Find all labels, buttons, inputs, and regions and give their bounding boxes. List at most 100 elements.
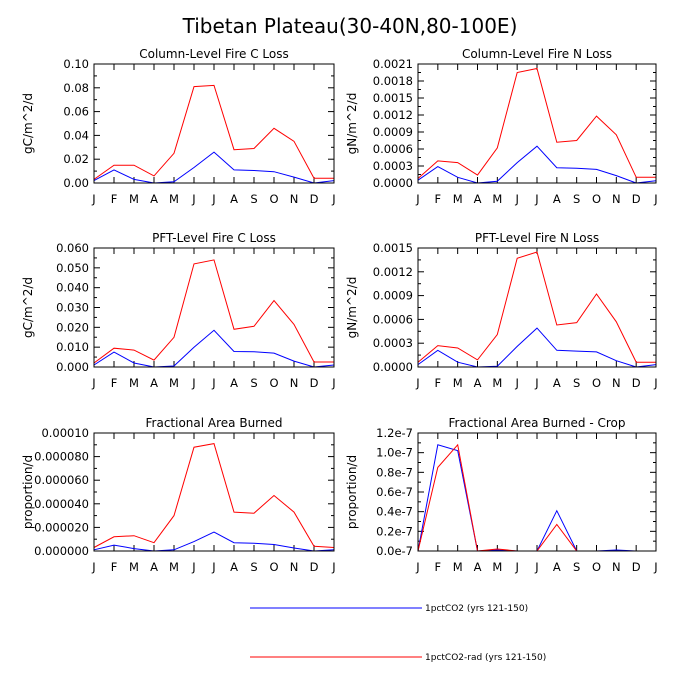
series-line-red xyxy=(417,67,656,179)
series-line-red xyxy=(417,251,656,363)
plot-frame xyxy=(93,432,335,552)
y-axis-label: proportion/d xyxy=(345,455,359,529)
y-tick-label: 0.10 xyxy=(63,57,89,71)
y-tick-label: 0.6e-7 xyxy=(376,485,413,499)
plot-frame xyxy=(93,63,335,184)
y-tick-label: 0.0012 xyxy=(373,108,413,122)
plot-frame xyxy=(93,247,335,368)
x-tick-label: J xyxy=(211,560,215,574)
x-tick-label: O xyxy=(592,560,601,574)
x-tick-label: N xyxy=(612,192,621,206)
series-line-blue xyxy=(93,531,335,552)
y-tick-label: 0.0009 xyxy=(373,289,413,303)
y-tick-label: 0.0012 xyxy=(373,265,413,279)
y-tick-label: 0.040 xyxy=(56,281,89,295)
x-tick-label: M xyxy=(169,192,179,206)
x-tick-label: J xyxy=(91,192,95,206)
y-tick-label: 0.00010 xyxy=(41,426,89,440)
x-tick-label: J xyxy=(514,192,518,206)
series-line-blue xyxy=(417,145,657,184)
x-tick-label: S xyxy=(250,560,257,574)
series-line-blue xyxy=(417,444,656,552)
y-axis-label: gC/m^2/d xyxy=(21,93,35,154)
x-tick-label: J xyxy=(191,376,195,390)
x-tick-label: M xyxy=(169,376,179,390)
y-axis-label: gC/m^2/d xyxy=(21,277,35,338)
y-tick-label: 0.0e-7 xyxy=(376,544,413,558)
x-tick-label: F xyxy=(111,192,118,206)
x-tick-label: J xyxy=(191,192,195,206)
y-tick-label: 0.06 xyxy=(63,105,89,119)
chart-panel-6: Fractional Area Burned - Crop proportion/… xyxy=(345,416,658,574)
y-tick-label: 0.020 xyxy=(56,320,89,334)
x-tick-label: J xyxy=(653,376,657,390)
panel-title: PFT-Level Fire N Loss xyxy=(475,231,599,245)
x-tick-label: F xyxy=(111,560,118,574)
plot-frame xyxy=(417,247,657,368)
x-tick-label: M xyxy=(492,376,502,390)
x-tick-label: D xyxy=(310,376,319,390)
x-tick-label: S xyxy=(573,192,580,206)
x-tick-label: M xyxy=(169,560,179,574)
x-tick-label: O xyxy=(592,192,601,206)
x-tick-label: A xyxy=(474,376,482,390)
y-tick-label: 0.00 xyxy=(63,176,89,190)
x-tick-label: O xyxy=(592,376,601,390)
x-tick-label: S xyxy=(573,560,580,574)
y-axis-label: proportion/d xyxy=(21,455,35,529)
x-tick-label: J xyxy=(415,192,419,206)
series-line-blue xyxy=(93,329,335,368)
y-tick-label: 0.04 xyxy=(63,128,89,142)
y-tick-label: 0.0003 xyxy=(373,336,413,350)
x-tick-label: J xyxy=(331,376,335,390)
x-tick-label: J xyxy=(514,560,518,574)
x-tick-label: M xyxy=(453,192,463,206)
x-tick-label: J xyxy=(653,560,657,574)
x-tick-label: S xyxy=(573,376,580,390)
x-tick-label: N xyxy=(612,560,621,574)
panel-title: Fractional Area Burned - Crop xyxy=(449,416,626,430)
y-tick-label: 0.000060 xyxy=(34,473,89,487)
x-tick-label: M xyxy=(492,560,502,574)
y-axis-label: gN/m^2/d xyxy=(345,277,359,339)
panel-title: Column-Level Fire C Loss xyxy=(139,47,289,61)
y-tick-label: 0.000020 xyxy=(34,520,89,534)
y-tick-label: 0.030 xyxy=(56,301,89,315)
x-tick-label: J xyxy=(534,376,538,390)
series-line-red xyxy=(93,443,335,548)
x-tick-label: J xyxy=(191,560,195,574)
plot-frame xyxy=(417,63,657,184)
x-tick-label: A xyxy=(553,560,561,574)
x-tick-label: M xyxy=(453,560,463,574)
x-tick-label: M xyxy=(492,192,502,206)
x-tick-label: A xyxy=(150,560,158,574)
y-tick-label: 0.2e-7 xyxy=(376,524,413,538)
y-tick-label: 0.08 xyxy=(63,81,89,95)
series-line-blue xyxy=(417,327,657,368)
plot-frame xyxy=(417,432,657,552)
x-tick-label: N xyxy=(290,192,299,206)
legend-label-red: 1pctCO2-rad (yrs 121-150) xyxy=(425,653,546,663)
y-tick-label: 1.2e-7 xyxy=(376,426,413,440)
y-tick-label: 0.0015 xyxy=(373,91,413,105)
x-tick-label: A xyxy=(230,560,238,574)
x-tick-label: J xyxy=(211,192,215,206)
x-tick-label: F xyxy=(111,376,118,390)
y-tick-label: 0.0015 xyxy=(373,241,413,255)
x-tick-label: N xyxy=(290,560,299,574)
y-tick-label: 0.4e-7 xyxy=(376,505,413,519)
chart-panel-3: PFT-Level Fire C Loss gC/m^2/d 0.000 0.010 0… xyxy=(21,231,336,390)
x-tick-label: N xyxy=(290,376,299,390)
series-line-red xyxy=(417,443,656,552)
x-tick-label: J xyxy=(91,560,95,574)
x-tick-label: O xyxy=(269,192,278,206)
series-line-blue xyxy=(93,151,335,184)
y-tick-label: 1.0e-7 xyxy=(376,446,413,460)
x-tick-label: D xyxy=(632,560,641,574)
y-axis-label: gN/m^2/d xyxy=(345,93,359,155)
x-tick-label: M xyxy=(129,560,139,574)
panel-title: PFT-Level Fire C Loss xyxy=(152,231,276,245)
legend-label-blue: 1pctCO2 (yrs 121-150) xyxy=(425,604,528,614)
x-tick-label: O xyxy=(269,376,278,390)
x-tick-label: A xyxy=(230,192,238,206)
